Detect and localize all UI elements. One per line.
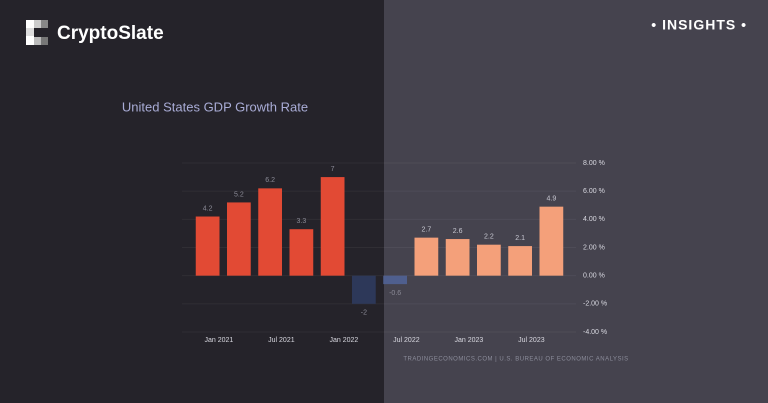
value-label: 5.2 — [234, 191, 244, 198]
badge: • INSIGHTS • — [651, 17, 747, 33]
value-label: 2.2 — [484, 234, 494, 241]
bar — [477, 244, 501, 276]
bar — [414, 237, 439, 276]
value-label: 2.6 — [453, 228, 463, 235]
left-panel — [0, 0, 384, 403]
bar — [445, 239, 470, 276]
x-tick-label: Jul 2023 — [518, 337, 545, 344]
bar — [227, 202, 251, 276]
value-label: 2.7 — [422, 226, 432, 233]
x-tick-label: Jul 2022 — [393, 337, 420, 344]
value-label: 3.3 — [297, 218, 307, 225]
y-tick-label: -4.00 % — [583, 329, 607, 336]
x-tick-label: Jan 2023 — [454, 337, 483, 344]
bar — [289, 229, 314, 276]
value-label: -0.6 — [389, 290, 401, 297]
y-tick-label: 0.00 % — [583, 273, 605, 280]
y-tick-label: 2.00 % — [583, 244, 605, 251]
value-label: -2 — [361, 310, 367, 317]
value-label: 6.2 — [265, 177, 275, 184]
value-label: 2.1 — [515, 235, 525, 242]
y-tick-label: 8.00 % — [583, 160, 605, 167]
x-tick-label: Jan 2022 — [329, 337, 358, 344]
bar — [383, 275, 407, 285]
value-label: 4.9 — [547, 196, 557, 203]
bar — [508, 246, 532, 276]
x-tick-label: Jul 2021 — [268, 337, 295, 344]
y-tick-label: 4.00 % — [583, 216, 605, 223]
logo-icon — [26, 20, 48, 45]
source: TRADINGECONOMICS.COM | U.S. BUREAU OF EC… — [403, 357, 628, 363]
bar — [320, 177, 345, 276]
y-tick-label: 6.00 % — [583, 188, 605, 195]
bar — [258, 188, 282, 276]
x-tick-label: Jan 2021 — [204, 337, 233, 344]
brand: CryptoSlate — [57, 23, 164, 44]
value-label: 4.2 — [203, 205, 213, 212]
value-label: 7 — [331, 166, 335, 173]
chart-title: United States GDP Growth Rate — [122, 99, 308, 114]
y-tick-label: -2.00 % — [583, 301, 607, 308]
bar — [539, 206, 564, 276]
bar — [195, 216, 220, 276]
bar — [352, 275, 376, 304]
right-panel — [384, 0, 768, 403]
